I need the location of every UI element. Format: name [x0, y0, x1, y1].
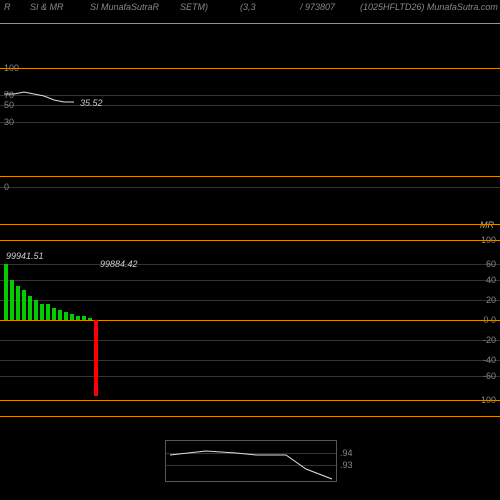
axis-label: 20	[486, 295, 496, 305]
gridline	[0, 340, 500, 341]
bar-up	[64, 312, 68, 320]
gridline	[0, 300, 500, 301]
gridline	[0, 416, 500, 417]
series-value-label: 99941.51	[6, 251, 44, 261]
bar-up	[76, 316, 80, 320]
axis-label: .94	[340, 448, 353, 458]
bar-up	[22, 290, 26, 320]
axis-label: -100	[478, 395, 496, 405]
gridline	[0, 320, 500, 321]
bar-up	[16, 286, 20, 320]
bar-up	[10, 280, 14, 320]
mini-line	[166, 441, 336, 481]
mini-chart-panel: .94.93	[165, 440, 337, 482]
bar-up	[46, 304, 50, 320]
mr-panel: MR 100 60 40 20 0 0 -20 -40 -60 -100 99941.51 99884…	[0, 220, 500, 420]
axis-label: -60	[483, 371, 496, 381]
rsi-value-label: 35.52	[80, 98, 103, 108]
axis-label: 40	[486, 275, 496, 285]
bar-up	[52, 308, 56, 320]
hdr-5: (3,3	[240, 2, 256, 12]
gridline	[0, 400, 500, 401]
hdr-6: / 973807	[300, 2, 335, 12]
gridline	[0, 280, 500, 281]
bar-up	[34, 300, 38, 320]
axis-label: .93	[340, 460, 353, 470]
bar-up	[28, 296, 32, 320]
bar-up	[58, 310, 62, 320]
hdr-4: SETM)	[180, 2, 208, 12]
series-value-label: 99884.42	[100, 259, 138, 269]
bar-up	[88, 318, 92, 320]
bar-up	[4, 264, 8, 320]
bar-up	[82, 316, 86, 320]
hdr-1: R	[4, 2, 11, 12]
bar-down	[94, 320, 98, 396]
hdr-7: (1025HFLTD26) MunafaSutra.com	[360, 2, 498, 12]
mr-title: MR	[480, 220, 494, 230]
gridline	[0, 224, 500, 225]
axis-label: -40	[483, 355, 496, 365]
header-row: R SI & MR SI MunafaSutraR SETM) (3,3 / 9…	[0, 2, 500, 16]
axis-label: 0 0	[483, 315, 496, 325]
gridline	[0, 376, 500, 377]
axis-label: 60	[486, 259, 496, 269]
gridline	[0, 360, 500, 361]
hdr-2: SI & MR	[30, 2, 64, 12]
gridline	[0, 264, 500, 265]
bar-up	[70, 314, 74, 320]
rsi-line	[0, 20, 500, 190]
axis-label: 100	[481, 235, 496, 245]
hdr-3: SI MunafaSutraR	[90, 2, 159, 12]
axis-label: -20	[483, 335, 496, 345]
rsi-panel: 100705030035.52	[0, 20, 500, 190]
gridline	[0, 240, 500, 241]
bar-up	[40, 304, 44, 320]
